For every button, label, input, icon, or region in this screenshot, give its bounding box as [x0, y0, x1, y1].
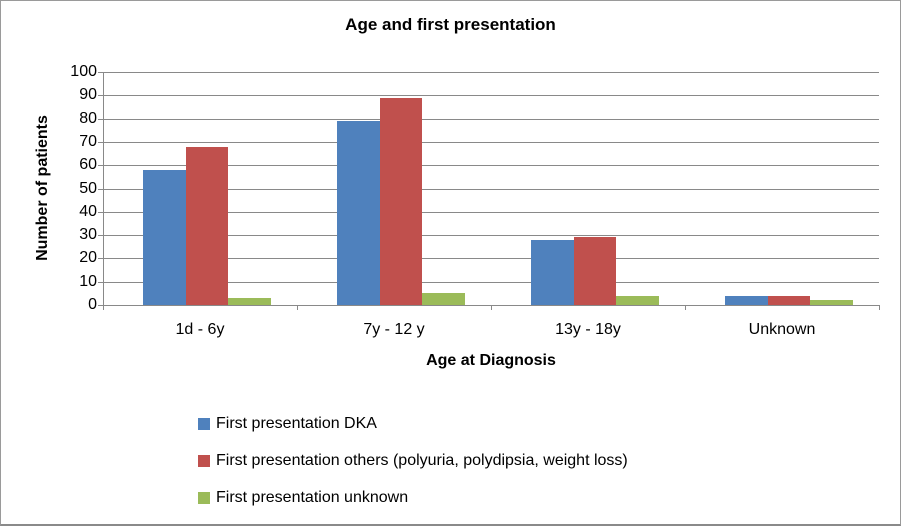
legend-swatch-icon [198, 491, 210, 504]
y-tick-label: 80 [79, 109, 97, 127]
chart-title: Age and first presentation [345, 15, 556, 34]
x-category-label: Unknown [748, 321, 816, 338]
y-tick-label: 60 [79, 156, 97, 174]
y-tick-mark [98, 281, 103, 283]
y-gridline [103, 258, 879, 260]
legend-label: First presentation unknown [216, 488, 409, 506]
legend-item-2: First presentation others (polyuria, pol… [198, 442, 628, 479]
y-tick-mark [98, 165, 103, 167]
y-tick-mark [98, 72, 103, 73]
y-tick-label: 90 [79, 86, 97, 104]
y-tick-label: 10 [79, 272, 97, 290]
y-tick-mark [98, 305, 103, 306]
x-category-label: 13y - 18y [555, 321, 621, 338]
y-tick-mark [98, 258, 103, 260]
bar-1d - 6y-series-1 [143, 169, 186, 305]
y-gridline [103, 141, 879, 143]
legend-swatch-icon [198, 417, 210, 430]
legend-item-3: First presentation unknown [198, 479, 628, 516]
y-gridline [103, 95, 879, 97]
legend-label: First presentation DKA [216, 414, 377, 432]
y-gridline [103, 211, 879, 213]
legend-item-1: First presentation DKA [198, 405, 628, 442]
bar-13y - 18y-series-1 [531, 239, 574, 305]
y-gridline [103, 72, 879, 73]
x-category-label: 1d - 6y [175, 321, 225, 338]
y-tick-label: 70 [79, 132, 97, 150]
y-gridline [103, 235, 879, 237]
y-axis-line [103, 72, 104, 310]
bar-Unknown-series-2 [767, 295, 811, 305]
y-tick-mark [98, 141, 103, 143]
bar-7y - 12 y-series-2 [379, 97, 423, 305]
x-tick-mark [685, 305, 686, 310]
bar-Unknown-series-3 [810, 300, 854, 305]
bar-13y - 18y-series-3 [616, 295, 660, 305]
bar-7y - 12 y-series-1 [337, 120, 380, 305]
y-tick-mark [98, 211, 103, 213]
y-tick-label: 50 [79, 179, 97, 197]
y-gridline [103, 281, 879, 283]
bar-Unknown-series-1 [725, 295, 768, 305]
y-tick-label: 100 [70, 63, 97, 80]
bar-13y - 18y-series-2 [573, 237, 617, 305]
legend-label: First presentation others (polyuria, pol… [216, 451, 628, 469]
x-tick-mark [879, 305, 880, 310]
y-tick-label: 20 [79, 249, 97, 267]
y-tick-mark [98, 188, 103, 190]
y-tick-mark [98, 235, 103, 237]
y-tick-label: 0 [88, 296, 97, 313]
legend-swatch-icon [198, 454, 210, 467]
x-category-label: 7y - 12 y [363, 321, 425, 338]
y-tick-mark [98, 95, 103, 97]
x-tick-mark [297, 305, 298, 310]
bar-1d - 6y-series-3 [228, 298, 272, 305]
legend: First presentation DKA First presentation… [198, 405, 628, 516]
bar-7y - 12 y-series-3 [422, 293, 466, 305]
bar-1d - 6y-series-2 [185, 146, 229, 305]
y-gridline [103, 118, 879, 120]
x-tick-mark [103, 305, 104, 310]
y-gridline [103, 188, 879, 190]
y-tick-mark [98, 118, 103, 120]
y-tick-label: 40 [79, 202, 97, 220]
x-axis-title: Age at Diagnosis [426, 352, 556, 369]
y-tick-label: 30 [79, 226, 97, 244]
y-gridline [103, 165, 879, 167]
x-tick-mark [491, 305, 492, 310]
